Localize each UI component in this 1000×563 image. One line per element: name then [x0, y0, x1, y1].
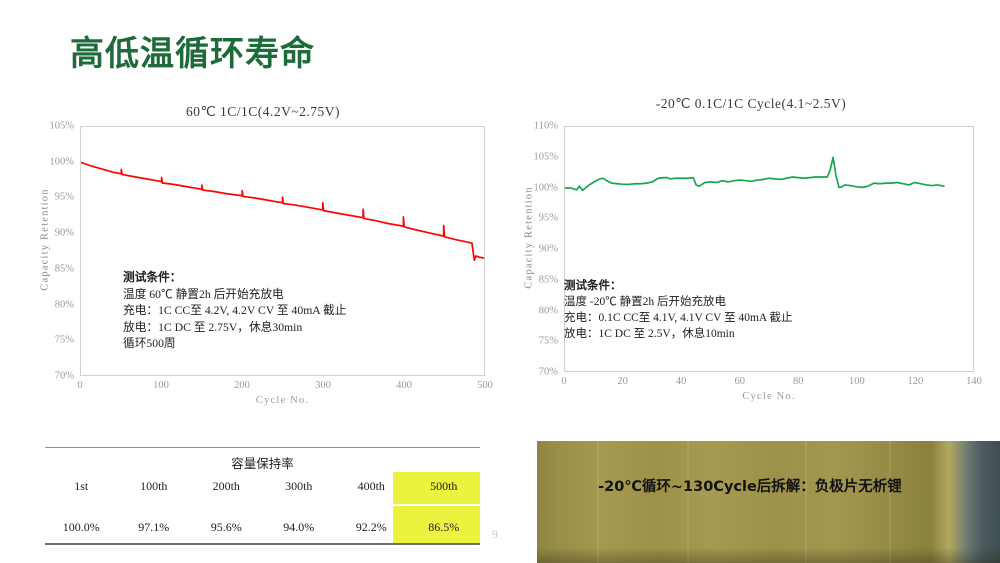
left-x-tick-3: 300 [315, 380, 331, 391]
table-header-cell-5: 500th [430, 479, 458, 493]
table-value-cell-4: 92.2% [355, 520, 387, 534]
right-chart-x-axis-label: Cycle No. [742, 391, 796, 402]
right-x-tick-7: 140 [966, 376, 982, 387]
left-chart: 60℃ 1C/1C(4.2V~2.75V) Capacity Retention… [28, 104, 498, 414]
right-note-line-1: 测试条件： [564, 280, 622, 292]
right-y-tick-6: 80% [538, 305, 558, 316]
right-y-tick-7: 75% [538, 335, 558, 347]
photo-streak-2 [687, 441, 689, 563]
left-note-line-4: 放电：1C DC 至 2.75V，休息30min [123, 320, 303, 334]
right-x-tick-6: 120 [907, 376, 924, 387]
right-chart-title: -20℃ 0.1C/1C Cycle(4.1~2.5V) [655, 96, 847, 111]
left-x-tick-0: 0 [77, 380, 83, 391]
left-y-tick-2: 95% [54, 191, 74, 203]
right-x-tick-1: 20 [617, 376, 628, 387]
anode-photo: -20℃循环~130Cycle后拆解：负极片无析锂 [537, 441, 1000, 563]
left-note-line-1: 测试条件： [123, 271, 182, 284]
left-x-tick-5: 500 [477, 380, 493, 391]
left-chart-test-conditions: 测试条件： 温度 60℃ 静置2h 后开始充放电 充电：1C CC至 4.2V,… [123, 270, 346, 353]
table-header-row: 1st 100th 200th 300th 400th 500th [45, 479, 480, 494]
right-note-line-3: 充电：0.1C CC至 4.1V, 4.1V CV 至 40mA 截止 [564, 312, 793, 324]
table-header-cell-3: 300th [285, 479, 313, 493]
table-row: 100.0% 97.1% 95.6% 94.0% 92.2% 86.5% [45, 520, 480, 535]
table-caption: 容量保持率 [231, 457, 294, 471]
right-note-line-2: 温度 -20℃ 静置2h 后开始充放电 [564, 296, 726, 308]
right-note-line-4: 放电：1C DC 至 2.5V，休息10min [564, 328, 735, 340]
left-x-tick-4: 400 [396, 380, 412, 391]
right-y-tick-5: 85% [538, 274, 558, 286]
photo-streak-4 [889, 441, 891, 563]
left-chart-title: 60℃ 1C/1C(4.2V~2.75V) [185, 104, 341, 119]
right-x-tick-2: 40 [675, 376, 687, 387]
photo-streak-1 [597, 441, 599, 563]
anode-photo-image [537, 441, 1000, 563]
table-top-rule [45, 447, 480, 448]
left-note-line-3: 充电：1C CC至 4.2V, 4.2V CV 至 40mA 截止 [123, 304, 347, 317]
left-y-tick-3: 90% [54, 227, 74, 239]
table-highlight-value-cell [393, 506, 480, 543]
left-x-tick-1: 100 [153, 380, 169, 391]
photo-streak-3 [805, 441, 807, 563]
right-y-tick-8: 70% [538, 366, 558, 378]
table-header-cell-0: 1st [74, 479, 89, 493]
table-value-cell-5: 86.5% [428, 520, 460, 534]
right-chart-plot-area [564, 126, 974, 372]
table-header-cell-4: 400th [357, 479, 385, 493]
table-header-cell-1: 100th [140, 479, 168, 493]
table-value-cell-2: 95.6% [210, 520, 242, 534]
page-number: 9 [492, 527, 498, 541]
left-y-tick-6: 75% [54, 334, 74, 346]
right-x-tick-3: 60 [734, 376, 745, 387]
table-bottom-rule [45, 543, 480, 545]
left-chart-x-axis-label: Cycle No. [255, 395, 310, 406]
right-y-tick-1: 105% [533, 151, 559, 163]
left-y-tick-7: 70% [54, 370, 74, 382]
photo-caption: -20℃循环~130Cycle后拆解：负极片无析锂 [598, 479, 902, 495]
left-x-tick-2: 200 [234, 380, 250, 391]
left-note-line-5: 循环500周 [123, 337, 176, 350]
right-x-tick-5: 100 [848, 376, 865, 387]
right-chart-test-conditions: 测试条件： 温度 -20℃ 静置2h 后开始充放电 充电：0.1C CC至 4.… [564, 278, 792, 342]
page-title: 高低温循环寿命 [70, 34, 315, 74]
left-chart-series-red [81, 161, 484, 262]
right-y-tick-3: 95% [538, 212, 558, 224]
left-y-tick-4: 85% [54, 263, 74, 275]
right-chart-series-green [565, 156, 945, 192]
right-y-tick-4: 90% [538, 243, 558, 255]
left-y-tick-5: 80% [54, 299, 74, 311]
right-chart: -20℃ 0.1C/1C Cycle(4.1~2.5V) Capacity Re… [512, 96, 990, 414]
table-value-cell-3: 94.0% [283, 520, 315, 534]
table-header-cell-2: 200th [212, 479, 240, 493]
right-y-tick-0: 110% [533, 120, 558, 132]
right-x-tick-4: 80 [793, 376, 804, 387]
photo-bottom-shadow [537, 547, 1000, 563]
left-note-line-2: 温度 60℃ 静置2h 后开始充放电 [123, 287, 284, 301]
table-value-cell-1: 97.1% [138, 520, 170, 534]
right-x-tick-0: 0 [561, 376, 567, 387]
left-chart-y-axis-label: Capacity Retention [39, 188, 51, 291]
table-value-cell-0: 100.0% [62, 520, 100, 534]
table-highlight-header-cell [393, 472, 480, 504]
left-y-tick-0: 105% [49, 120, 75, 132]
left-chart-plot-area [80, 126, 485, 376]
left-y-tick-1: 100% [49, 156, 75, 168]
right-y-tick-2: 100% [533, 182, 559, 193]
